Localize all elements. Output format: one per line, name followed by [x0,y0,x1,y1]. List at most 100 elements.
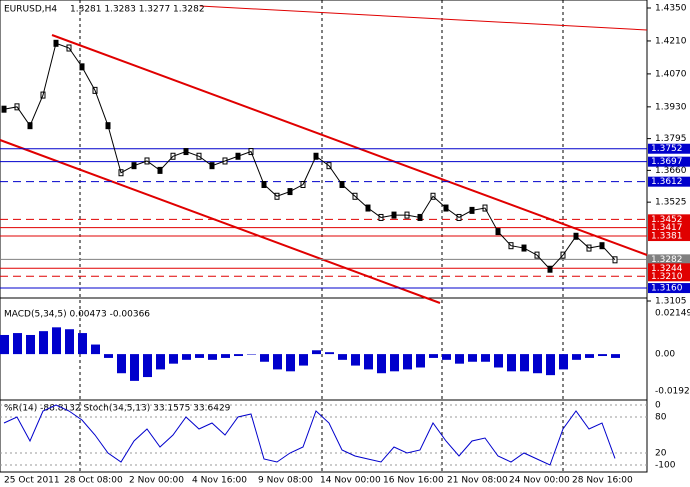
macd-bar [26,334,35,355]
level-label: 1.3244 [651,264,683,274]
macd-bar [442,354,451,360]
macd-bar [117,354,126,374]
level-box [648,271,690,282]
level-label: 1.3210 [651,272,683,282]
level-label: 1.3381 [651,232,683,242]
macd-bar [52,327,61,355]
macd-bar [429,354,438,358]
macd-bar [481,354,490,362]
macd-bar [546,354,555,376]
price-tick-label: 1.3660 [655,166,687,176]
level-box [648,254,690,265]
time-label: 14 Nov 00:00 [320,476,381,486]
macd-bar [273,354,282,370]
macd-bar [338,354,347,360]
stoch-tick-label: -100 [655,461,676,471]
time-label: 9 Nov 08:00 [258,476,313,486]
macd-bar [156,354,165,370]
price-tick-label: 1.4070 [655,69,687,79]
macd-bar [377,354,386,374]
macd-tick-label: 0.02149 [655,309,690,319]
macd-bar [325,352,334,355]
macd-bar [65,329,74,355]
macd-bar [130,354,139,381]
level-label: 1.3752 [651,144,683,154]
level-box [648,231,690,242]
macd-bar [208,354,217,360]
stoch-tick-label: 80 [655,413,667,423]
close-line [3,42,616,270]
level-box [648,263,690,274]
macd-bar [143,354,152,378]
macd-bar [390,354,399,372]
time-label: 21 Nov 08:00 [447,476,508,486]
macd-bar [494,354,503,368]
time-label: 4 Nov 16:00 [192,476,247,486]
macd-bar [416,354,425,368]
macd-bar [299,354,308,366]
macd-bar [91,344,100,355]
macd-bar [260,354,269,362]
macd-bar [312,350,321,355]
macd-bar [468,354,477,362]
time-label: 28 Oct 08:00 [64,476,123,486]
time-label: 16 Nov 16:00 [383,476,444,486]
macd-bar [13,333,22,355]
level-box [648,176,690,187]
price-tick-label: 1.4350 [655,4,687,14]
macd-bar [507,354,516,372]
macd-bar [455,354,464,364]
price-tick-label: 1.4210 [655,36,687,46]
stoch-tick-label: 20 [655,449,667,459]
macd-bar [364,354,373,370]
macd-title: MACD(5,34,5) 0.00473 -0.00366 [4,310,150,320]
time-label: 25 Oct 2011 [4,476,60,486]
symbol: EURUSD,H4 [4,5,57,15]
price-tick-label: 1.3525 [655,198,687,208]
macd-tick-label: 0.00 [655,350,675,360]
level-label: 1.3417 [651,223,683,233]
macd-bar [247,354,256,355]
time-label: 2 Nov 00:00 [129,476,184,486]
macd-bar [598,354,607,357]
price-tick-label: 1.3795 [655,134,687,144]
level-label: 1.3282 [651,255,683,265]
macd-bar [169,354,178,364]
stoch-tick-label: 0 [655,401,661,411]
macd-bar [195,354,204,358]
level-label: 1.3452 [651,215,683,225]
level-label: 1.3160 [651,284,683,294]
macd-bar [611,354,620,358]
price-tick-label: 1.3930 [655,102,687,112]
time-label: 24 Nov 00:00 [509,476,570,486]
time-label: 28 Nov 16:00 [572,476,633,486]
level-label: 1.3612 [651,177,683,187]
level-label: 1.3697 [651,157,683,167]
macd-bar [520,354,529,372]
macd-bar [286,354,295,372]
level-box [648,156,690,167]
macd-bar [403,354,412,370]
price-tick-label: 1.3105 [655,297,687,307]
level-box [648,143,690,154]
macd-bar [351,354,360,366]
macd-bar [559,354,568,370]
macd-bar [533,354,542,374]
ohlc: 1.3281 1.3283 1.3277 1.3282 [70,5,205,15]
level-box [648,283,690,294]
macd-bar [78,333,87,355]
macd-bar [104,354,113,358]
macd-bar [0,334,9,355]
macd-bar [234,354,243,357]
macd-bar [572,354,581,360]
macd-bar [585,354,594,358]
stoch-title: %R(14) -88.8132 Stoch(34,5,13) 33.1575 3… [4,404,231,414]
macd-bar [182,354,191,360]
macd-tick-label: -0.01929 [655,387,690,397]
level-box [648,222,690,233]
wpr-line [3,404,616,466]
macd-bar [221,354,230,358]
macd-bar [39,331,48,355]
level-box [648,214,690,225]
